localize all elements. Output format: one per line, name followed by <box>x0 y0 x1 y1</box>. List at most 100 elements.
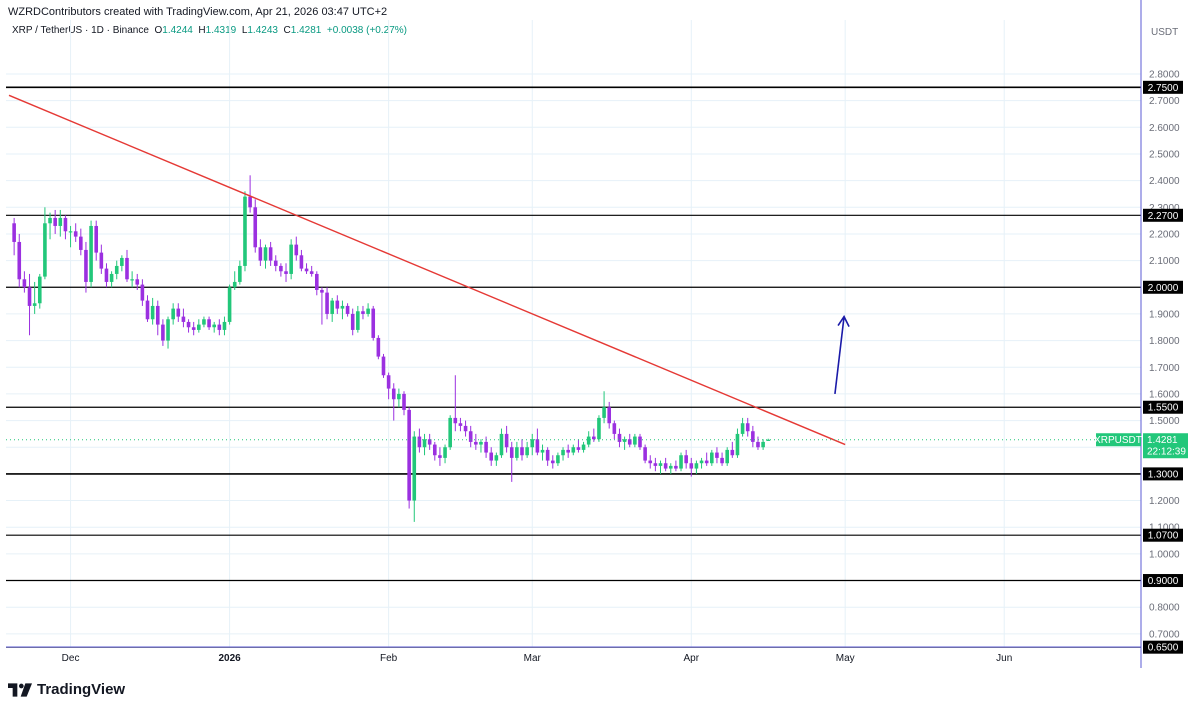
arrow-head[interactable] <box>837 315 850 327</box>
candle-body <box>725 449 729 464</box>
candle-body <box>37 276 42 304</box>
candle-body <box>140 284 145 301</box>
candle-body <box>202 319 206 325</box>
candle-body <box>48 217 52 224</box>
change-value: +0.0038 (+0.27%) <box>326 25 407 36</box>
candle-body <box>668 465 673 469</box>
candle-body <box>294 244 299 256</box>
y-tick-label: 1.5000 <box>1149 416 1180 427</box>
x-tick-label: 2026 <box>218 653 241 664</box>
y-tick-label: 1.2000 <box>1149 496 1180 507</box>
level-price-tag <box>1143 80 1183 94</box>
candle-body <box>674 465 678 469</box>
candle-body <box>320 289 324 293</box>
candle-body <box>766 439 771 441</box>
candle-body <box>617 433 622 442</box>
drawings[interactable] <box>6 94 1141 446</box>
ohlc-legend: XRP / TetherUS · 1D · Binance O1.4244 H1… <box>12 25 407 36</box>
candle-body <box>232 281 237 288</box>
candle-body <box>545 449 550 461</box>
candle-body <box>525 447 529 456</box>
candle-body <box>627 439 632 445</box>
candle-body <box>166 319 170 341</box>
candle-body <box>499 433 504 456</box>
candle-body <box>530 439 535 448</box>
candle-body <box>638 436 642 448</box>
close-label: C <box>283 25 291 36</box>
candle-body <box>509 447 514 458</box>
symbol-label[interactable]: XRP / TetherUS · 1D · Binance <box>12 25 149 36</box>
candle-body <box>150 305 155 320</box>
level-price-label: 1.3000 <box>1148 469 1179 480</box>
y-tick-label: 2.4000 <box>1149 176 1180 187</box>
level-price-label: 2.2700 <box>1148 211 1179 222</box>
candle-body <box>243 196 247 266</box>
symbol-badge <box>1096 433 1141 447</box>
level-price-tag <box>1143 400 1183 414</box>
x-tick-label: Jun <box>996 653 1012 664</box>
candle-body <box>145 300 150 320</box>
candle-body <box>284 271 288 274</box>
candle-body <box>720 457 724 464</box>
candle-body <box>12 223 16 242</box>
candle-body <box>32 303 37 306</box>
candle-body <box>458 423 463 426</box>
candle-body <box>325 292 329 314</box>
candle-body <box>120 257 124 266</box>
candle-body <box>268 247 273 261</box>
candle-body <box>633 436 637 445</box>
candle-body <box>648 460 653 464</box>
candle-body <box>114 265 119 274</box>
candle-body <box>699 460 704 464</box>
low-value: 1.4243 <box>247 25 278 36</box>
candle-body <box>412 436 417 501</box>
y-tick-label: 2.7000 <box>1149 96 1180 107</box>
candle-body <box>422 439 427 448</box>
last-price-label: 1.4281 <box>1147 435 1178 446</box>
descending-trendline[interactable] <box>8 94 846 446</box>
candle-body <box>710 452 714 464</box>
tradingview-brand[interactable]: TradingView <box>8 681 125 698</box>
candle-body <box>366 308 370 314</box>
candle-body <box>176 308 181 317</box>
candle-body <box>335 300 340 309</box>
candle-body <box>217 324 222 330</box>
level-price-label: 2.7500 <box>1148 83 1179 94</box>
x-tick-label: May <box>836 653 855 664</box>
candle-body <box>463 425 468 432</box>
price-labels: 2.7500 2.2700 2.0000 1.5500 1.3000 1.0700 0.90… <box>1094 80 1188 654</box>
y-tick-label: 1.6000 <box>1149 389 1180 400</box>
candle-body <box>161 324 165 341</box>
candle-body <box>99 252 104 269</box>
candle-body <box>586 436 591 445</box>
candle-body <box>391 388 396 400</box>
level-price-tag <box>1143 467 1183 481</box>
symbol-badge-label: XRPUSDT <box>1094 435 1142 446</box>
candle-body <box>535 439 540 453</box>
brand-name: TradingView <box>37 681 126 698</box>
candle-body <box>484 441 488 453</box>
last-price-tag <box>1143 433 1188 459</box>
candle-body <box>571 447 576 453</box>
candle-body <box>191 327 196 330</box>
y-tick-label: 2.3000 <box>1149 203 1180 214</box>
y-tick-label: 2.5000 <box>1149 149 1180 160</box>
candle-body <box>756 441 760 448</box>
candle-body <box>689 463 694 469</box>
chart-credit: WZRDContributors created with TradingVie… <box>8 6 388 18</box>
candle-body <box>299 255 304 269</box>
y-tick-label: 1.0000 <box>1149 549 1180 560</box>
candle-body <box>735 433 740 456</box>
arrow-shaft[interactable] <box>834 316 845 395</box>
axes: USDT0.70000.80001.00001.10001.20001.4000… <box>6 0 1180 668</box>
candle-body <box>53 217 57 226</box>
candle-body <box>361 311 365 314</box>
level-price-label: 2.0000 <box>1148 283 1179 294</box>
candle-body <box>371 308 376 338</box>
candle-body <box>381 356 386 376</box>
candle-body <box>212 324 216 328</box>
candle-body <box>438 455 442 458</box>
level-price-tag <box>1143 280 1183 294</box>
low-label: L <box>241 25 248 36</box>
